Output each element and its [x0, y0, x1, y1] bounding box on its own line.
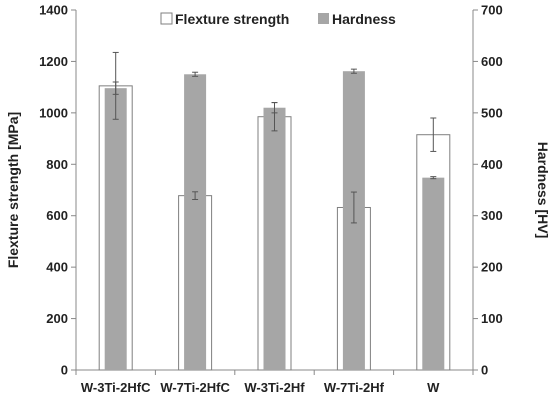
y-tick-label: 200	[46, 311, 68, 326]
y-tick-label: 800	[46, 157, 68, 172]
y2-tick-label: 200	[481, 260, 503, 275]
y2-axis-title: Hardness [HV]	[535, 142, 550, 238]
bar-hardness	[422, 177, 445, 370]
x-tick-label: W	[427, 380, 440, 395]
y-tick-label: 1400	[39, 3, 68, 18]
x-tick-label: W-3Ti-2HfC	[81, 380, 151, 395]
y2-tick-label: 700	[481, 3, 503, 18]
y-tick-label: 600	[46, 208, 68, 223]
y-axis-title: Flexture strength [MPa]	[5, 112, 21, 268]
y2-tick-label: 500	[481, 105, 503, 120]
legend-swatch-flexture	[160, 12, 173, 25]
bar-hardness	[184, 74, 207, 371]
x-tick-label: W-3Ti-2Hf	[244, 380, 305, 395]
bar-hardness	[263, 107, 286, 370]
y2-tick-label: 100	[481, 311, 503, 326]
y-tick-label: 400	[46, 260, 68, 275]
y2-tick-label: 400	[481, 157, 503, 172]
y-tick-label: 1200	[39, 54, 68, 69]
bar-hardness	[104, 88, 127, 371]
legend-label-hardness: Hardness	[332, 11, 396, 27]
y-tick-label: 1000	[39, 105, 68, 120]
legend: Flexture strength Hardness	[160, 11, 396, 27]
legend-label-flexture: Flexture strength	[175, 11, 289, 27]
x-tick-label: W-7Ti-2Hf	[324, 380, 385, 395]
y2-tick-label: 600	[481, 54, 503, 69]
legend-swatch-hardness	[318, 13, 329, 24]
y2-tick-label: 300	[481, 208, 503, 223]
y2-tick-label: 0	[481, 363, 488, 378]
x-tick-label: W-7Ti-2HfC	[160, 380, 230, 395]
bars	[98, 51, 451, 371]
tick-labels: 0 200 400 600 800 1000 1200 1400 0 100 200 300 400 50…	[39, 3, 503, 396]
y-tick-label: 0	[61, 363, 68, 378]
